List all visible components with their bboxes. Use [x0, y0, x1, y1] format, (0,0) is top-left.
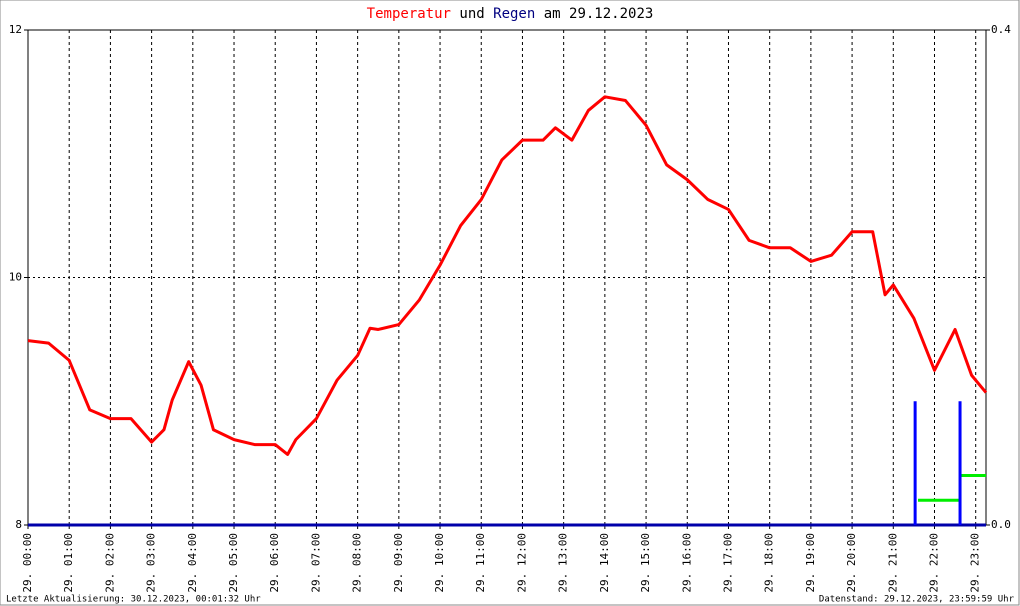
- title-part: am 29.12.2023: [544, 6, 654, 22]
- title-part: Regen: [493, 6, 535, 22]
- x-tick-label: 29. 02:00: [103, 533, 116, 593]
- x-tick-label: 29. 21:00: [886, 533, 899, 593]
- x-tick-label: 29. 01:00: [62, 533, 75, 593]
- x-tick-label: 29. 09:00: [392, 533, 405, 593]
- x-tick-label: 29. 04:00: [186, 533, 199, 593]
- footer-left: Letzte Aktualisierung: 30.12.2023, 00:01…: [6, 595, 261, 605]
- title-part: und: [459, 6, 484, 22]
- x-tick-label: 29. 15:00: [639, 533, 652, 593]
- x-tick-label: 29. 23:00: [969, 533, 982, 593]
- x-tick-label: 29. 00:00: [21, 533, 34, 593]
- x-tick-label: 29. 17:00: [721, 533, 734, 593]
- title-part: Temperatur: [367, 6, 451, 22]
- x-tick-label: 29. 20:00: [845, 533, 858, 593]
- x-tick-label: 29. 12:00: [515, 533, 528, 593]
- x-tick-label: 29. 16:00: [680, 533, 693, 593]
- y-tick-label: 10: [9, 271, 22, 284]
- x-tick-label: 29. 22:00: [927, 533, 940, 593]
- x-tick-label: 29. 08:00: [351, 533, 364, 593]
- y2-tick-label: 0.0: [991, 518, 1011, 531]
- x-tick-label: 29. 05:00: [227, 533, 240, 593]
- x-tick-label: 29. 10:00: [433, 533, 446, 593]
- temperature-line: [27, 95, 988, 456]
- x-tick-label: 29. 07:00: [309, 533, 322, 593]
- x-tick-label: 29. 14:00: [598, 533, 611, 593]
- x-tick-label: 29. 19:00: [804, 533, 817, 593]
- x-tick-label: 29. 18:00: [763, 533, 776, 593]
- x-tick-label: 29. 03:00: [145, 533, 158, 593]
- chart-title: Temperatur und Regen am 29.12.2023: [367, 6, 654, 22]
- footer-right: Datenstand: 29.12.2023, 23:59:59 Uhr: [819, 595, 1015, 605]
- x-tick-label: 29. 13:00: [557, 533, 570, 593]
- y-tick-label: 12: [9, 23, 22, 36]
- x-tick-label: 29. 06:00: [268, 533, 281, 593]
- y2-tick-label: 0.4: [991, 23, 1011, 36]
- y-tick-label: 8: [15, 518, 22, 531]
- x-tick-label: 29. 11:00: [474, 533, 487, 593]
